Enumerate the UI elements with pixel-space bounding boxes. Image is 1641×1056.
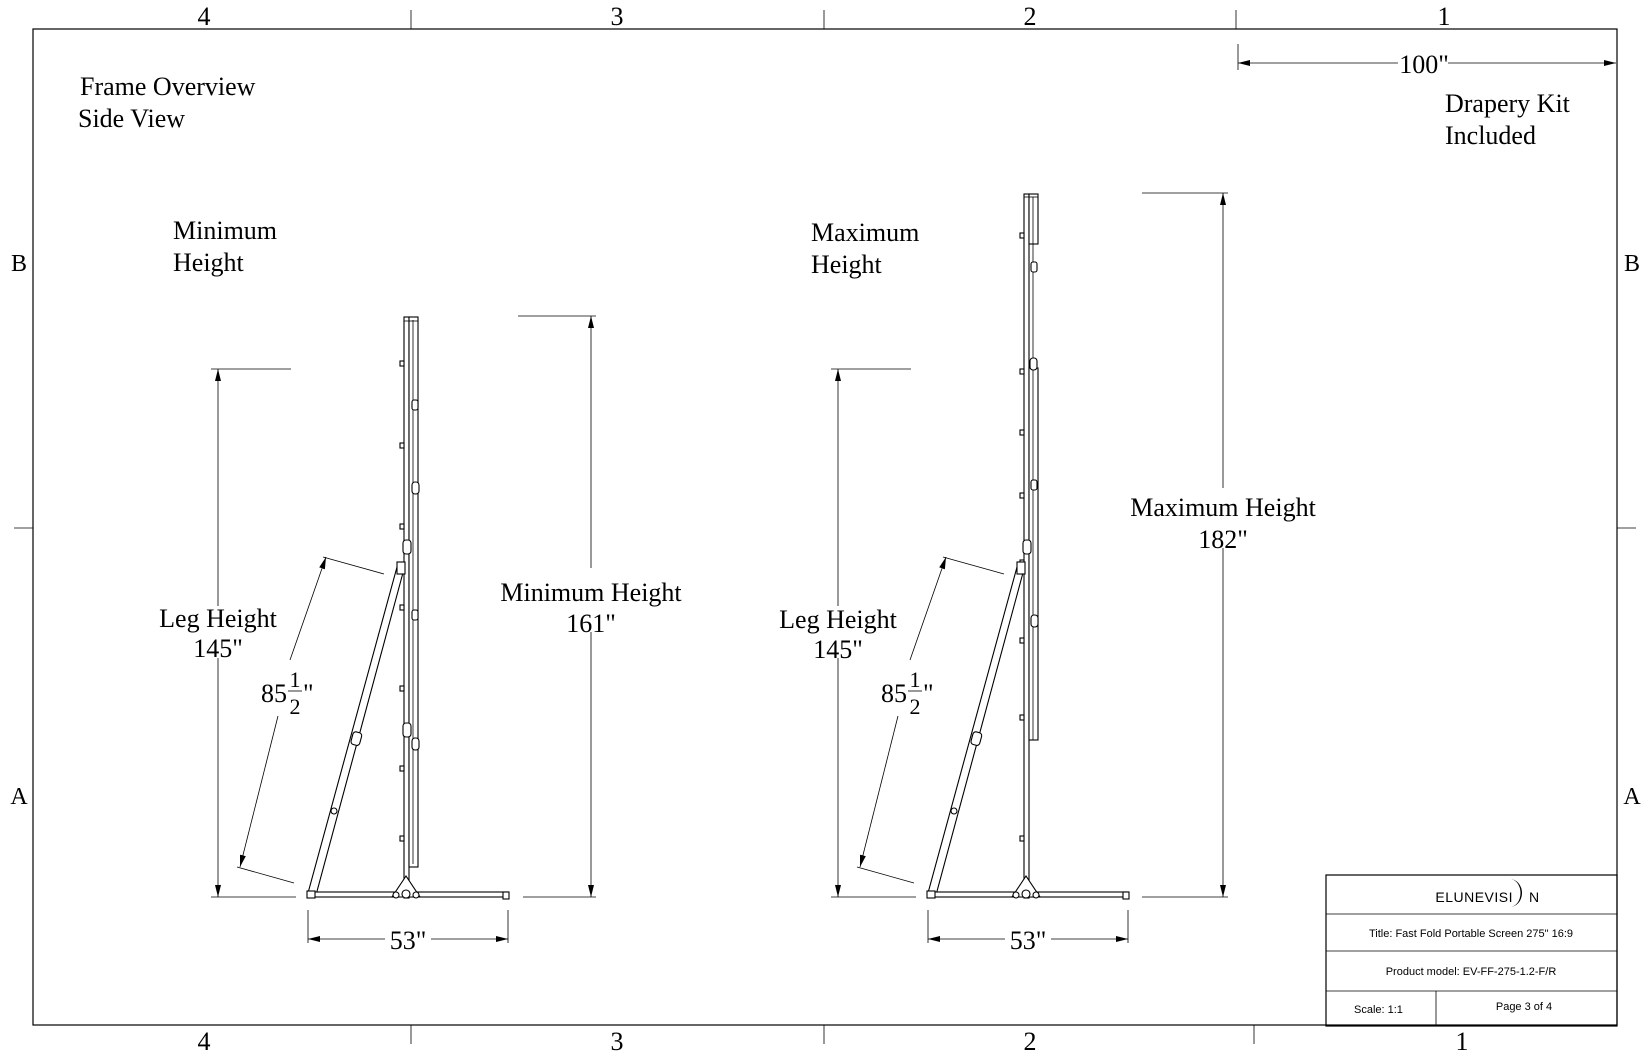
logo-text-b: N: [1529, 889, 1539, 905]
max-brace-length-dimension: 85 1 2 ": [856, 556, 1005, 884]
max-height-view: Maximum Height: [779, 192, 1317, 955]
min-overall-height-dimension: Minimum Height 161": [500, 315, 682, 898]
drapery-note-line1: Drapery Kit: [1445, 89, 1571, 118]
min-brace-length-dimension: 85 1 2 ": [236, 556, 385, 884]
zone-bottom-1: 1: [1456, 1027, 1469, 1056]
max-leg-height-label: Leg Height: [779, 605, 897, 634]
zone-bottom-4: 4: [198, 1027, 211, 1056]
title-block: ELUNEVISI N Title: Fast Fold Portable Sc…: [1325, 874, 1618, 1027]
min-height-view: Minimum Height: [159, 216, 682, 955]
zone-top-2: 2: [1024, 2, 1037, 31]
max-base-width-label: 53": [1010, 926, 1047, 955]
min-view-title-line2: Height: [173, 248, 245, 277]
max-leg-height-value: 145": [813, 635, 863, 664]
min-leg-height-dimension: Leg Height 145": [159, 368, 296, 898]
max-brace-whole: 85: [881, 679, 907, 708]
sheet-border: [32, 28, 1618, 1026]
zone-bottom-3: 3: [611, 1027, 624, 1056]
min-brace-numerator: 1: [290, 667, 301, 692]
min-base-width-label: 53": [390, 926, 427, 955]
max-frame-drawing: [926, 193, 1130, 900]
zone-right-b: B: [1624, 251, 1640, 277]
max-view-title-line2: Height: [811, 250, 883, 279]
zone-top-1: 1: [1438, 2, 1451, 31]
max-overall-height-value: 182": [1198, 525, 1248, 554]
min-leg-height-value: 145": [193, 634, 243, 663]
zone-left-b: B: [11, 251, 27, 277]
zone-dividers: [14, 10, 1636, 1044]
title-block-page: Page 3 of 4: [1496, 1001, 1552, 1013]
drapery-width-label: 100": [1399, 50, 1449, 79]
zone-top-3: 3: [611, 2, 624, 31]
min-brace-whole: 85: [261, 679, 287, 708]
min-leg-height-label: Leg Height: [159, 604, 277, 633]
title-block-scale: Scale: 1:1: [1354, 1004, 1403, 1016]
zone-top-4: 4: [198, 2, 211, 31]
zone-left-a: A: [10, 784, 28, 810]
max-brace-numerator: 1: [910, 667, 921, 692]
overview-title: Frame Overview: [80, 72, 256, 101]
min-frame-drawing: [306, 316, 510, 900]
drapery-width-dimension: 100": [1237, 44, 1616, 79]
title-block-model: Product model: EV-FF-275-1.2-F/R: [1386, 966, 1557, 978]
title-block-title: Title: Fast Fold Portable Screen 275" 16…: [1369, 928, 1573, 940]
max-brace-unit: ": [923, 679, 934, 708]
zone-right-a: A: [1623, 784, 1641, 810]
max-brace-denominator: 2: [910, 694, 921, 719]
zone-bottom-2: 2: [1024, 1027, 1037, 1056]
max-overall-height-label: Maximum Height: [1130, 493, 1316, 522]
min-brace-denominator: 2: [290, 694, 301, 719]
drapery-note-line2: Included: [1445, 121, 1536, 150]
max-view-title-line1: Maximum: [811, 218, 919, 247]
max-leg-height-dimension: Leg Height 145": [779, 368, 916, 898]
min-brace-unit: ": [303, 679, 314, 708]
min-overall-height-label: Minimum Height: [500, 578, 682, 607]
brand-logo: ELUNEVISI N: [1435, 879, 1539, 907]
max-base-width-dimension: 53": [927, 910, 1129, 955]
min-overall-height-value: 161": [566, 609, 616, 638]
min-view-title-line1: Minimum: [173, 216, 277, 245]
overview-subtitle: Side View: [78, 104, 185, 133]
max-overall-height-dimension: Maximum Height 182": [1130, 192, 1317, 898]
min-base-width-dimension: 53": [307, 910, 509, 955]
logo-text-a: ELUNEVISI: [1435, 889, 1513, 905]
